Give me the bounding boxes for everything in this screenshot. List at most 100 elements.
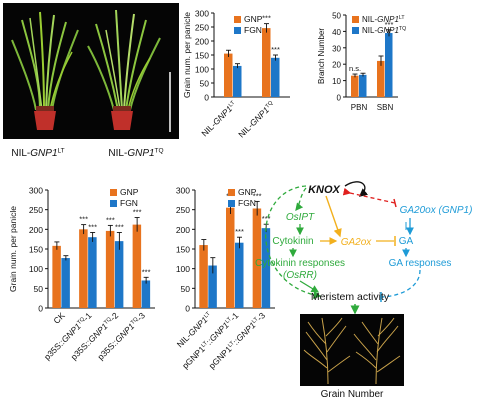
y-tick-label: 200 bbox=[176, 225, 190, 235]
x-tick-label: CK bbox=[51, 310, 67, 326]
bar bbox=[252, 208, 262, 308]
y-tick-label: 150 bbox=[176, 245, 190, 255]
bar-chart-D: 050100150200250300NIL-GNP1LT******pGNP1L… bbox=[175, 186, 275, 371]
y-tick-label: 100 bbox=[195, 65, 209, 75]
legend-swatch bbox=[234, 27, 241, 34]
bar bbox=[224, 53, 233, 97]
significance-mark: *** bbox=[253, 191, 262, 200]
bar bbox=[271, 57, 280, 97]
knox-to-ga2ox-arrow bbox=[325, 195, 342, 238]
significance-mark: *** bbox=[79, 215, 88, 224]
x-tick-label: p35S::GNP1TQ-1 bbox=[42, 310, 94, 362]
significance-mark: *** bbox=[142, 267, 151, 276]
plant-right bbox=[87, 9, 161, 130]
y-tick-label: 30 bbox=[332, 44, 341, 53]
x-tick-label: NIL-GNP1TQ bbox=[236, 99, 277, 140]
significance-mark: *** bbox=[262, 214, 271, 223]
significance-mark: *** bbox=[88, 222, 97, 231]
significance-mark: n.s. bbox=[349, 64, 361, 73]
y-tick-label: 250 bbox=[176, 205, 190, 215]
significance-mark: *** bbox=[106, 215, 115, 224]
bar-chart-C: 0 50 100 150 200 250 300 Grain num. per panicle… bbox=[8, 186, 155, 362]
knox-label: KNOX bbox=[308, 184, 340, 196]
y-tick-label: 300 bbox=[29, 186, 43, 196]
y-tick-label: 50 bbox=[332, 12, 341, 21]
significance-mark: *** bbox=[235, 227, 244, 236]
x-tick-label: PBN bbox=[351, 103, 368, 112]
legend-label: FGN bbox=[120, 198, 138, 208]
y-tick-label: 150 bbox=[195, 51, 209, 61]
photo-label: NIL-GNP1LT bbox=[11, 148, 64, 160]
y-tick-label: 50 bbox=[200, 79, 210, 89]
y-tick-label: 40 bbox=[332, 28, 341, 37]
legend-label: NIL-GNP1LT bbox=[362, 15, 405, 24]
legend-swatch bbox=[228, 200, 235, 207]
y-tick-label: 200 bbox=[29, 225, 43, 235]
legend-label: FGN bbox=[238, 198, 256, 208]
bar bbox=[61, 258, 70, 308]
bar bbox=[351, 75, 359, 97]
legend-swatch bbox=[352, 27, 359, 34]
significance-mark: *** bbox=[385, 20, 394, 29]
bar bbox=[233, 65, 242, 97]
knox-to-meristem-arrow bbox=[264, 185, 322, 299]
y-tick-label: 50 bbox=[181, 284, 191, 294]
bar bbox=[52, 245, 61, 308]
grain-number-caption: Grain Number bbox=[321, 389, 384, 400]
y-tick-label: 200 bbox=[195, 37, 209, 47]
plant-left bbox=[11, 11, 79, 130]
legend-label: FGN bbox=[244, 25, 262, 35]
meristem-activity-label: Meristem activity bbox=[311, 291, 390, 303]
y-axis-label: Branch Number bbox=[317, 28, 326, 84]
bar bbox=[79, 229, 88, 308]
y-tick-label: 0 bbox=[204, 93, 209, 103]
legend-swatch bbox=[352, 16, 359, 23]
legend-swatch bbox=[234, 16, 241, 23]
x-tick-label: p35S::GNP1TQ-3 bbox=[95, 310, 147, 362]
pathway-diagram: KNOX OsIPT GA20ox (GNP1) Cytokinin GA2ox… bbox=[255, 181, 473, 315]
x-tick-label: SBN bbox=[377, 103, 394, 112]
bar bbox=[261, 228, 271, 308]
y-tick-label: 10 bbox=[332, 77, 341, 86]
bar bbox=[235, 242, 244, 308]
y-tick-label: 300 bbox=[195, 9, 209, 19]
bar bbox=[105, 230, 115, 308]
panicle-photo: Grain Number bbox=[300, 314, 404, 400]
legend-label: GNP bbox=[244, 14, 263, 24]
x-tick-label: NIL-GNP1LT bbox=[199, 99, 239, 139]
cytokinin-responses-label: Cytokinin responses bbox=[255, 258, 345, 269]
legend-label: GNP bbox=[238, 187, 257, 197]
significance-mark: *** bbox=[271, 45, 280, 54]
bar bbox=[114, 241, 124, 308]
legend-swatch bbox=[228, 189, 235, 196]
knox-inhibits-ga20ox bbox=[342, 187, 396, 204]
bar bbox=[88, 237, 97, 308]
ga20ox-label: GA20ox (GNP1) bbox=[400, 205, 473, 216]
photo-label: NIL-GNP1TQ bbox=[108, 148, 163, 160]
legend-swatch bbox=[110, 200, 117, 207]
y-tick-label: 300 bbox=[176, 186, 190, 196]
bar-chart-B: 0 10 20 30 40 50 Branch Number n.s. PBN *** SBN NIL… bbox=[317, 12, 406, 113]
significance-mark: *** bbox=[133, 208, 142, 217]
bar bbox=[385, 33, 393, 97]
y-axis-label: Grain num. per panicle bbox=[8, 206, 18, 292]
y-tick-label: 100 bbox=[176, 264, 190, 274]
legend-label: GNP bbox=[120, 187, 139, 197]
y-tick-label: 250 bbox=[29, 205, 43, 215]
significance-mark: *** bbox=[115, 222, 124, 231]
knox-self-loop bbox=[344, 181, 369, 197]
plant-photo bbox=[3, 3, 179, 139]
ga-label: GA bbox=[399, 236, 414, 247]
knox-to-osipt-arrow bbox=[295, 187, 307, 212]
y-tick-label: 20 bbox=[332, 61, 341, 70]
bar bbox=[208, 265, 217, 308]
bar bbox=[377, 60, 385, 97]
osrr-label: (OsRR) bbox=[283, 270, 317, 281]
y-tick-label: 0 bbox=[185, 304, 190, 314]
y-tick-label: 250 bbox=[195, 23, 209, 33]
legend-label: NIL-GNP1TQ bbox=[362, 26, 406, 35]
bar bbox=[199, 245, 208, 308]
